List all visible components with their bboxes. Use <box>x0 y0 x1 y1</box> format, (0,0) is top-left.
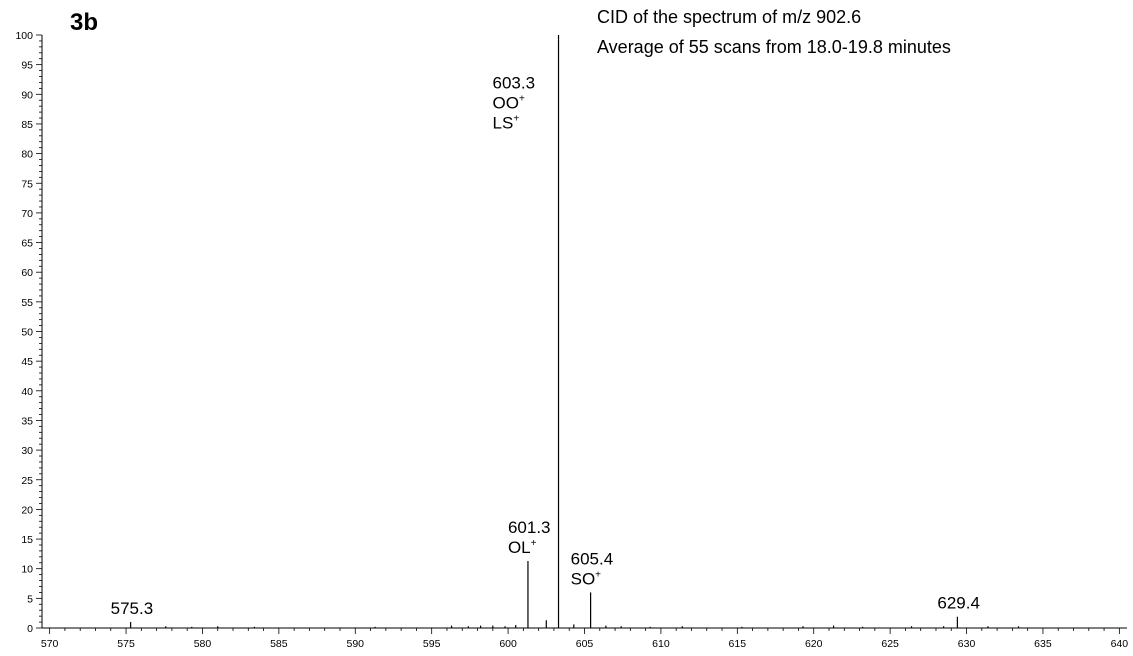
y-tick-label: 10 <box>21 564 33 576</box>
x-tick-label: 610 <box>652 638 670 650</box>
y-tick-label: 55 <box>21 297 33 309</box>
x-tick-label: 580 <box>194 638 212 650</box>
y-tick-label: 20 <box>21 504 33 516</box>
x-tick-label: 575 <box>117 638 135 650</box>
peak-annotation: 605.4 <box>571 549 614 568</box>
chart-title-line-1: CID of the spectrum of m/z 902.6 <box>597 7 861 27</box>
y-tick-label: 30 <box>21 445 33 457</box>
panel-label: 3b <box>70 9 98 36</box>
peak-annotation: OL+ <box>508 538 537 557</box>
peak-annotation-text: SO <box>571 569 596 588</box>
peak-annotation-text: 629.4 <box>937 594 980 613</box>
x-tick-label: 595 <box>423 638 441 650</box>
peak-annotation-text: 603.3 <box>493 73 536 92</box>
y-tick-label: 70 <box>21 208 33 220</box>
y-tick-label: 75 <box>21 178 33 190</box>
y-tick-label: 95 <box>21 60 33 72</box>
peak-annotation-text: 605.4 <box>571 549 614 568</box>
peak-annotation-text: 575.3 <box>111 599 154 618</box>
peak-annotation: SO+ <box>571 569 602 588</box>
chart-title-line-2: Average of 55 scans from 18.0-19.8 minut… <box>597 37 951 57</box>
peak-annotation: LS+ <box>493 113 520 132</box>
x-tick-label: 640 <box>1111 638 1129 650</box>
x-tick-label: 605 <box>576 638 594 650</box>
peak-annotation: 603.3 <box>493 73 536 92</box>
peak-annotation-text: OO <box>493 93 519 112</box>
x-tick-label: 570 <box>41 638 59 650</box>
x-tick-label: 635 <box>1034 638 1052 650</box>
peak-annotation: OO+ <box>493 93 525 112</box>
y-tick-label: 90 <box>21 89 33 101</box>
x-tick-label: 625 <box>881 638 899 650</box>
axes-group: 0 5 10 15 20 25 30 35 40 45 50 55 60 65 70 75 80 85 90 95 10… <box>15 30 1128 650</box>
y-tick-label: 35 <box>21 415 33 427</box>
peak-annotation-superscript: + <box>595 569 601 580</box>
peak-annotation-superscript: + <box>519 93 525 104</box>
y-tick-label: 25 <box>21 475 33 487</box>
y-tick-label: 65 <box>21 238 33 250</box>
peak-annotation: 629.4 <box>937 594 980 613</box>
y-tick-label: 85 <box>21 119 33 131</box>
y-tick-label: 15 <box>21 534 33 546</box>
y-tick-label: 0 <box>27 623 33 635</box>
x-tick-label: 630 <box>958 638 976 650</box>
y-tick-label: 5 <box>27 593 33 605</box>
y-tick-label: 80 <box>21 149 33 161</box>
y-tick-label: 100 <box>15 30 33 42</box>
x-tick-label: 590 <box>347 638 365 650</box>
y-tick-label: 50 <box>21 327 33 339</box>
y-tick-label: 45 <box>21 356 33 368</box>
peak-annotation-text: 601.3 <box>508 518 551 537</box>
x-tick-label: 585 <box>270 638 288 650</box>
peak-annotation-superscript: + <box>513 113 519 124</box>
peak-annotation: 601.3 <box>508 518 551 537</box>
peak-annotation: 575.3 <box>111 599 154 618</box>
peak-annotation-text: OL <box>508 538 531 557</box>
x-tick-label: 615 <box>729 638 747 650</box>
peaks-group <box>130 35 1020 628</box>
x-tick-label: 600 <box>499 638 517 650</box>
y-tick-label: 40 <box>21 386 33 398</box>
y-tick-label: 60 <box>21 267 33 279</box>
peak-annotation-superscript: + <box>531 538 537 549</box>
x-tick-label: 620 <box>805 638 823 650</box>
peak-annotation-text: LS <box>493 113 514 132</box>
